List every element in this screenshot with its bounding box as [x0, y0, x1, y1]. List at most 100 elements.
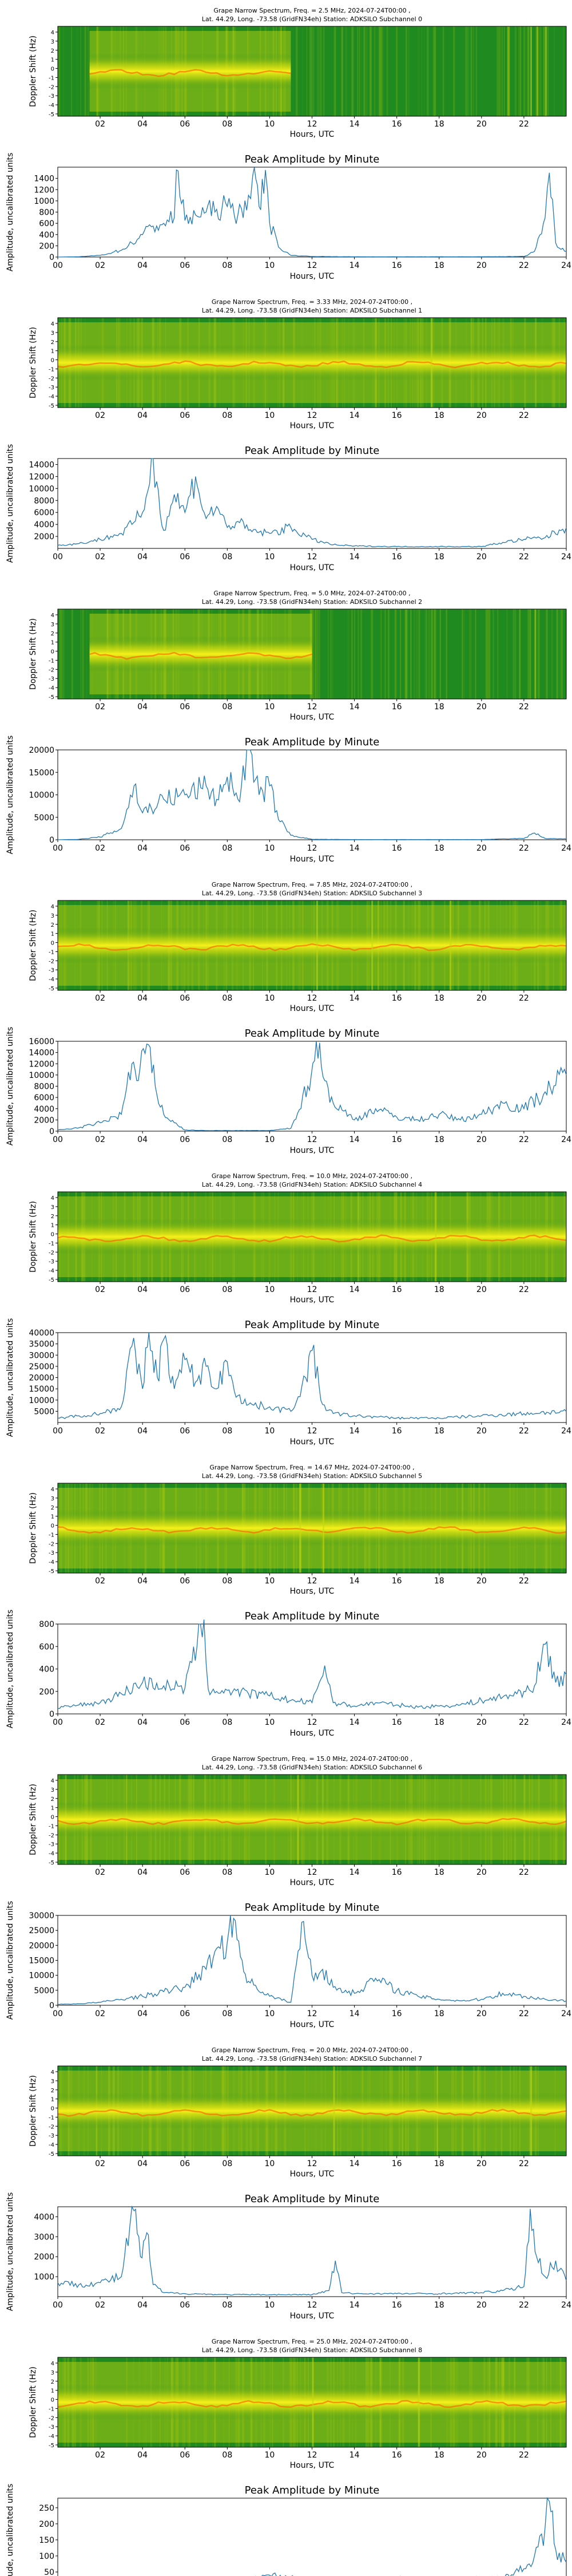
spectrogram-ytick-label: 4 [51, 1195, 54, 1202]
amplitude-frame [57, 1332, 567, 1423]
spectrogram-noise-streak [418, 26, 420, 116]
spectrogram-noise-streak [379, 26, 380, 116]
spectrogram-xtick-label: 04 [137, 411, 148, 420]
spectrogram-noise-streak [527, 609, 529, 699]
amplitude-ytick-label: 8000 [34, 496, 54, 505]
amplitude-ytick-label: 200 [39, 1688, 54, 1697]
amplitude-xtick-label: 20 [476, 1427, 487, 1436]
spectrogram-ytick-label: 2 [51, 922, 54, 929]
spectrogram-ytick-label: 4 [51, 1778, 54, 1784]
spectrogram-vertical-streak [312, 2357, 314, 2447]
spectrogram-title-line2: Lat. 44.29, Long. -73.58 (GridFN34eh) St… [202, 15, 422, 23]
spectrogram-vertical-streak [297, 1775, 299, 1864]
spectrogram-ylabel: Doppler Shift (Hz) [29, 2366, 38, 2438]
spectrogram-xtick-label: 18 [434, 411, 444, 420]
amplitude-ytick-label: 14000 [29, 460, 54, 469]
spectrogram-ytick-label: 3 [51, 622, 54, 628]
spectrogram-xtick-label: 04 [137, 1577, 148, 1586]
spectrogram-noise-streak [312, 609, 314, 699]
spectrogram-xtick-label: 06 [180, 2451, 190, 2460]
spectrogram-ytick-label: -5 [49, 2443, 54, 2449]
spectrogram-noise-streak [519, 609, 521, 699]
amplitude-xtick-label: 22 [519, 1718, 529, 1727]
spectrogram-ytick-label: -4 [49, 394, 54, 400]
spectrogram-noise-streak [424, 609, 426, 699]
spectrogram-xtick-label: 08 [222, 1868, 232, 1877]
spectrogram-ytick-label: 1 [51, 57, 54, 64]
spectrogram-xtick-label: 12 [307, 2451, 317, 2460]
amplitude-frame [57, 1623, 567, 1714]
spectrogram-ytick-label: -4 [49, 2433, 54, 2440]
spectrogram-noise-streak [475, 26, 477, 116]
spectrogram-panel-5: Grape Narrow Spectrum, Freq. = 14.67 MHz… [29, 1464, 567, 1596]
spectrogram-xtick-label: 10 [265, 2451, 275, 2460]
spectrogram-noise-streak [405, 26, 407, 116]
amplitude-xtick-label: 04 [137, 552, 148, 562]
spectrogram-xtick-label: 16 [392, 2451, 402, 2460]
amplitude-ytick-label: 16000 [29, 1037, 54, 1046]
spectrogram-noise-streak [329, 609, 332, 699]
amplitude-ytick-label: 2000 [34, 1116, 54, 1125]
spectrogram-ytick-label: 4 [51, 2361, 54, 2367]
spectrogram-xtick-label: 14 [349, 1577, 360, 1586]
amplitude-xtick-label: 06 [180, 1718, 190, 1727]
spectrogram-noise-streak [380, 609, 382, 699]
amplitude-panel-6: Peak Amplitude by Minute 0 5000 10000 15000 2… [6, 1901, 571, 2029]
spectrogram-ytick-label: 1 [51, 1805, 54, 1812]
spectrogram-xtick-label: 14 [349, 120, 360, 129]
spectrogram-noise-streak [406, 609, 408, 699]
spectrogram-xtick-label: 10 [265, 1868, 275, 1877]
spectrogram-xtick-label: 12 [307, 1285, 317, 1294]
spectrogram-noise-streak [539, 26, 542, 116]
spectrogram-noise-streak [315, 609, 316, 699]
spectrogram-xtick-label: 08 [222, 2451, 232, 2460]
spectrogram-noise-streak [529, 609, 531, 699]
amplitude-series-line [57, 749, 567, 840]
spectrogram-xtick-label: 22 [519, 702, 529, 712]
spectrogram-ytick-label: 0 [51, 66, 54, 73]
amplitude-ytick-label: 15000 [29, 1385, 54, 1394]
amplitude-ytick-label: 30000 [29, 1351, 54, 1360]
spectrogram-xtick-label: 04 [137, 120, 148, 129]
amplitude-ytick-label: 600 [39, 219, 54, 228]
spectrogram-noise-streak [425, 609, 428, 699]
spectrogram-noise-streak [420, 26, 423, 116]
amplitude-frame [57, 1041, 567, 1132]
spectrogram-vertical-streak [537, 26, 539, 116]
spectrogram-ytick-label: -5 [49, 1277, 54, 1283]
amplitude-ytick-label: 25000 [29, 1362, 54, 1372]
amplitude-xtick-label: 22 [519, 2009, 529, 2018]
spectrogram-xtick-label: 12 [307, 1577, 317, 1586]
spectrogram-ytick-label: 3 [51, 330, 54, 337]
spectrogram-xtick-label: 18 [434, 1868, 444, 1877]
spectrogram-noise-streak [382, 26, 384, 116]
amplitude-xtick-label: 16 [392, 2009, 402, 2018]
spectrogram-noise-streak [320, 26, 322, 116]
spectrogram-vertical-streak [530, 2066, 533, 2156]
spectrogram-noise-streak [540, 26, 543, 116]
amplitude-xtick-label: 22 [519, 844, 529, 853]
spectrogram-noise-streak [492, 609, 494, 699]
spectrogram-ytick-label: -2 [49, 2415, 54, 2421]
amplitude-panel-2: Peak Amplitude by Minute 0 5000 10000 15000 2… [6, 736, 571, 864]
spectrogram-ytick-label: 1 [51, 640, 54, 646]
amplitude-ytick-label: 6000 [34, 1093, 54, 1103]
amplitude-ytick-label: 14000 [29, 1049, 54, 1058]
amplitude-ytick-label: 15000 [29, 768, 54, 777]
spectrogram-ytick-label: -1 [49, 366, 54, 373]
spectrogram-noise-streak [88, 26, 89, 116]
amplitude-ylabel: Amplitude, uncalibrated units [6, 153, 15, 272]
spectrogram-noise-streak [380, 26, 383, 116]
amplitude-xtick-label: 08 [222, 1427, 232, 1436]
spectrogram-xtick-label: 12 [307, 702, 317, 712]
spectrogram-noise-streak [538, 26, 541, 116]
spectrogram-xtick-label: 04 [137, 994, 148, 1003]
amplitude-ylabel: Amplitude, uncalibrated units [6, 444, 15, 563]
spectrogram-title-line1: Grape Narrow Spectrum, Freq. = 7.85 MHz,… [212, 881, 412, 888]
spectrogram-xlabel: Hours, UTC [290, 713, 335, 722]
spectrogram-xtick-label: 02 [95, 994, 105, 1003]
spectrogram-noise-streak [465, 26, 467, 116]
spectrogram-ytick-label: -4 [49, 685, 54, 692]
spectrogram-vertical-streak [333, 2066, 335, 2156]
amplitude-xtick-label: 12 [307, 2301, 317, 2310]
